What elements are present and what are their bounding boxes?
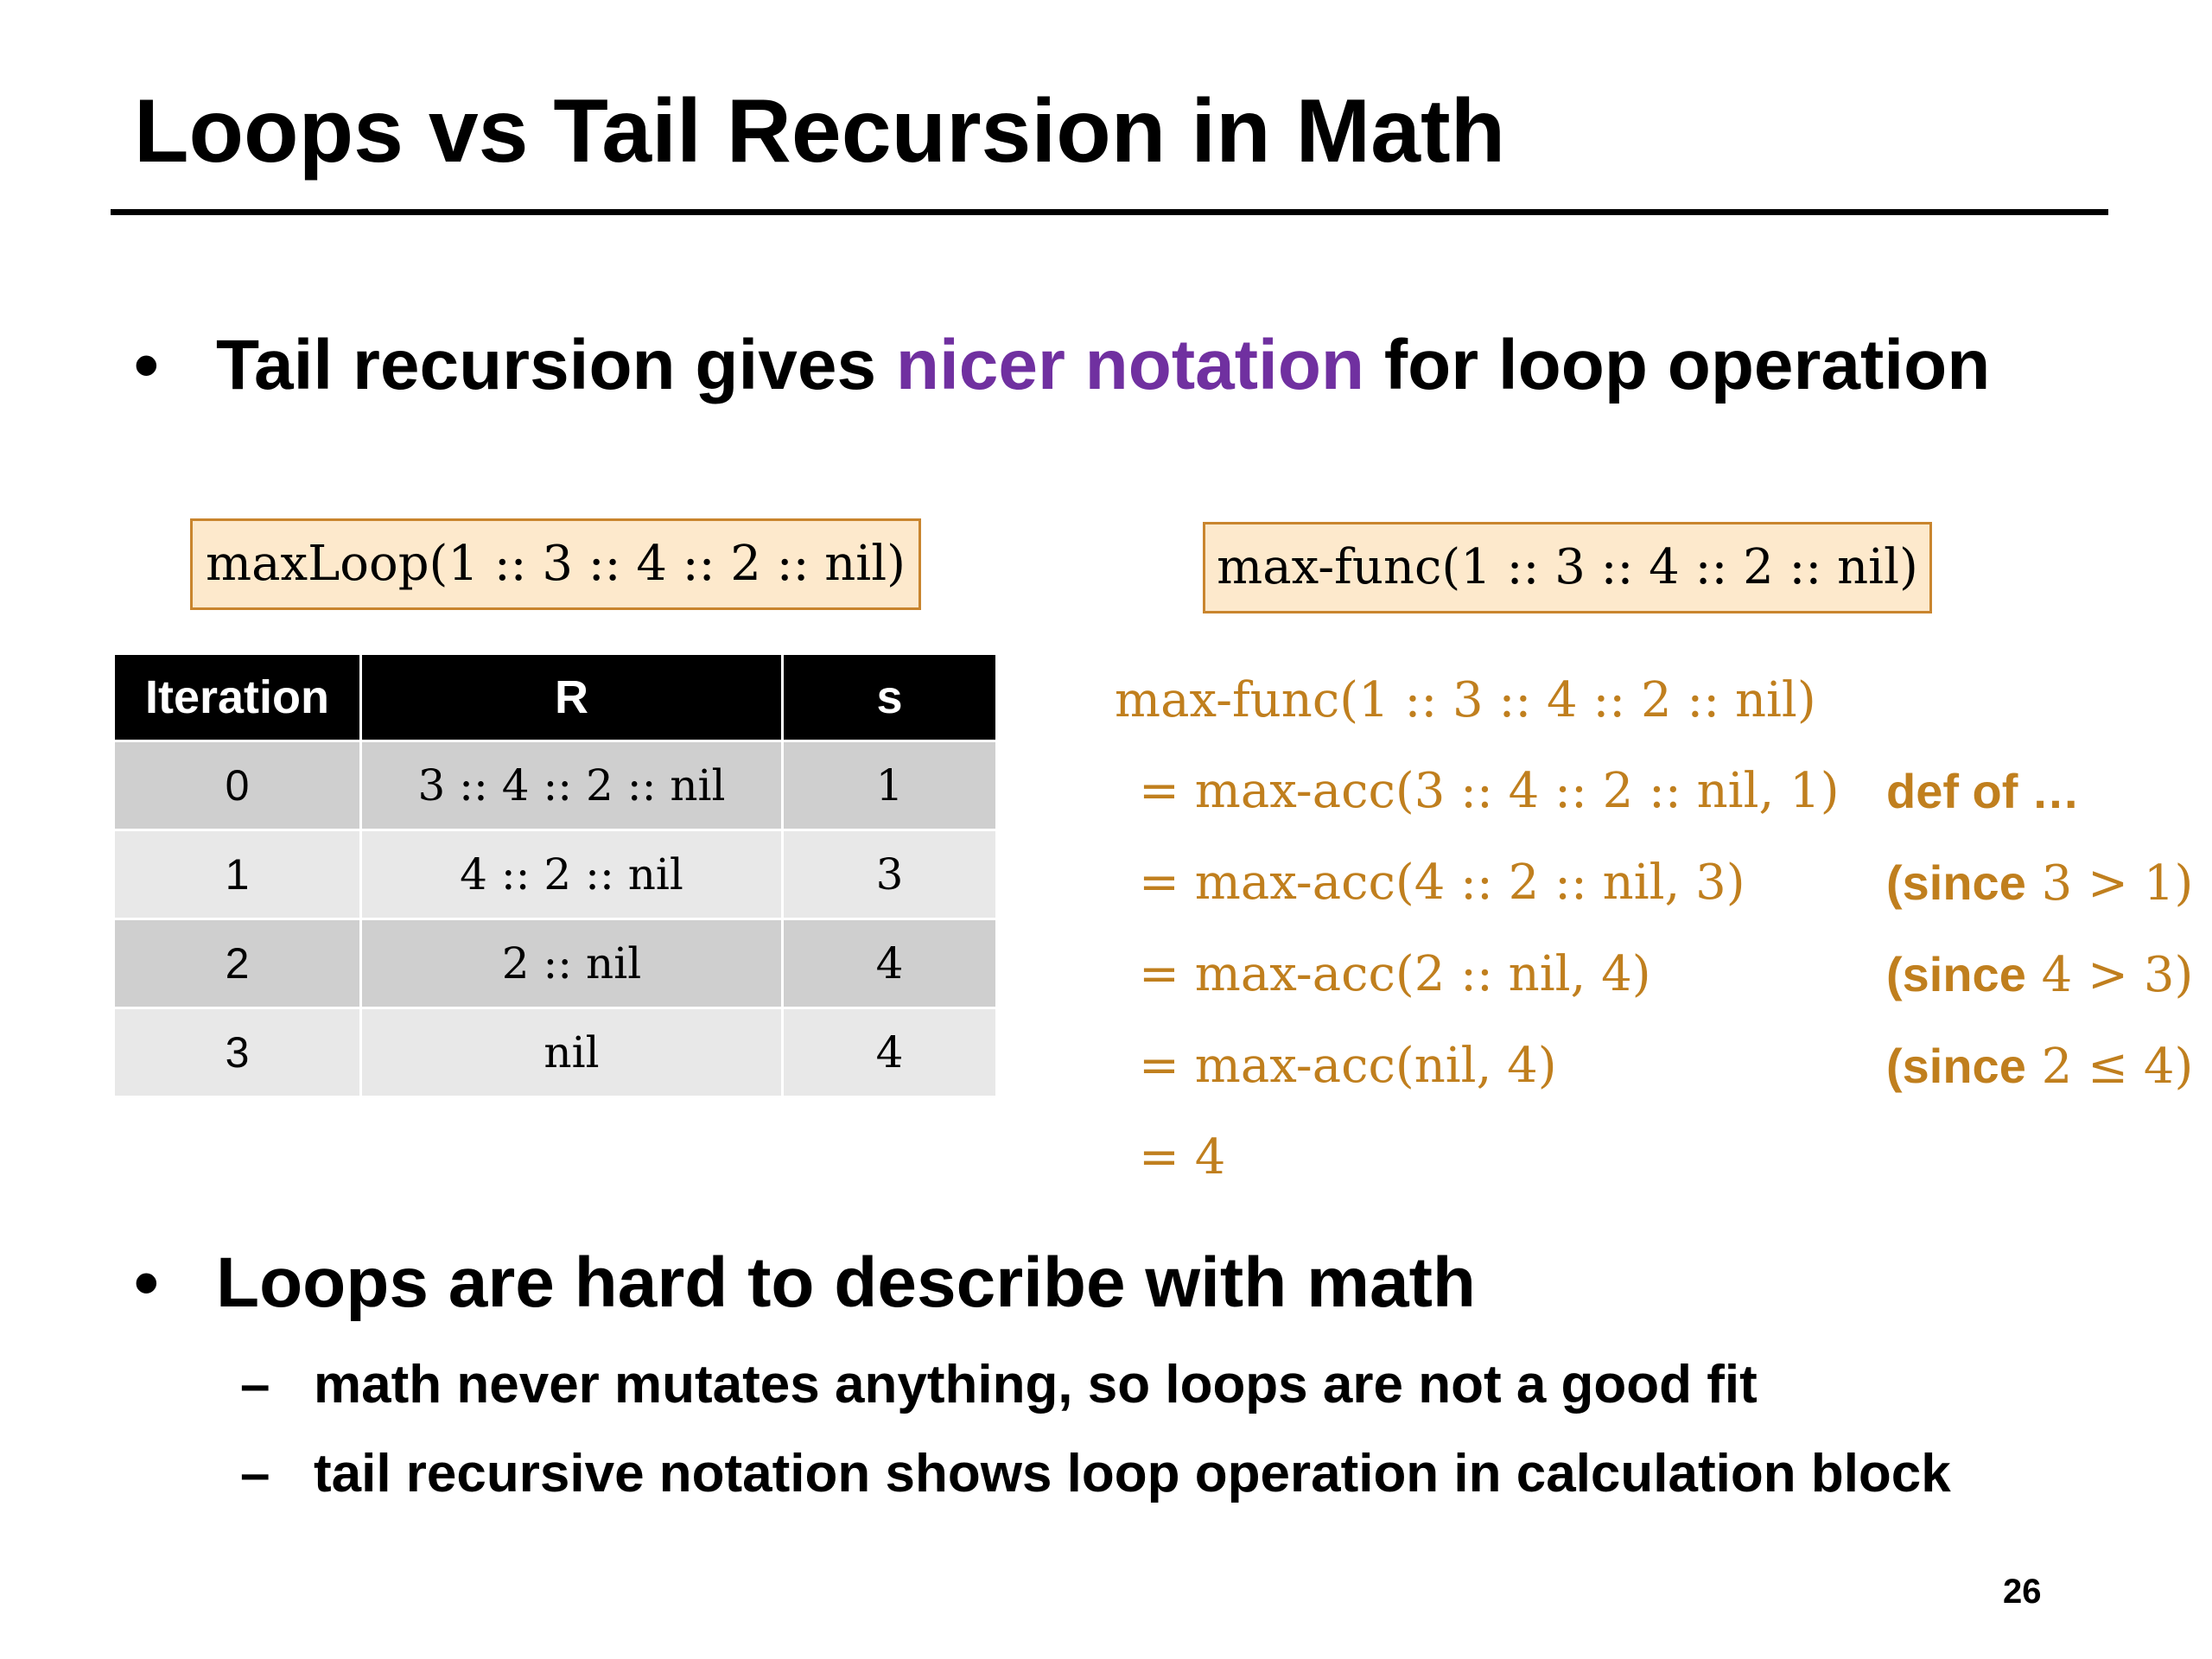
sub-bullet-marker: – xyxy=(240,1355,270,1414)
note-math: 3 > 1 xyxy=(2025,855,2175,912)
calc-note-2: (since 3 > 1) xyxy=(1886,859,2193,908)
calc-step-1: = max-acc(3 :: 4 :: 2 :: nil, 1) xyxy=(1139,763,1840,819)
bullet-text-before: Tail recursion gives xyxy=(216,326,896,404)
cell-s: 1 xyxy=(781,740,998,831)
sub-bullet-text: math never mutates anything, so loops ar… xyxy=(314,1355,1758,1414)
calc-step-3: = max-acc(2 :: nil, 4) xyxy=(1139,946,1651,1002)
note-math: 2 ≤ 4 xyxy=(2025,1039,2175,1095)
sub-bullet-text: tail recursive notation shows loop opera… xyxy=(314,1444,1951,1503)
cell-s: 4 xyxy=(781,918,998,1009)
bullet-text: Loops are hard to describe with math xyxy=(216,1243,1477,1322)
bullet-text: Tail recursion gives nicer notation for … xyxy=(216,330,1990,401)
note-keyword: (since xyxy=(1886,1039,2026,1093)
cell-iteration: 1 xyxy=(112,829,362,920)
sub-bullet-marker: – xyxy=(240,1444,270,1503)
calc-step-4: = max-acc(nil, 4) xyxy=(1139,1038,1557,1094)
table-row: 2 2 :: nil 4 xyxy=(112,918,998,1009)
cell-s: 4 xyxy=(781,1007,998,1098)
header-r: R xyxy=(359,652,784,742)
note-math: 4 > 3 xyxy=(2025,947,2175,1003)
iteration-table: Iteration R s 0 3 :: 4 :: 2 :: nil 1 1 4… xyxy=(112,652,998,1098)
header-iteration: Iteration xyxy=(112,652,362,742)
calc-note-3: (since 4 > 3) xyxy=(1886,950,2193,1000)
cell-s: 3 xyxy=(781,829,998,920)
note-keyword: (since xyxy=(1886,855,2026,910)
maxloop-call-box: maxLoop(1 :: 3 :: 4 :: 2 :: nil) xyxy=(190,518,921,610)
cell-r: nil xyxy=(359,1007,784,1098)
title-underline xyxy=(111,209,2108,215)
maxfunc-call-box: max-func(1 :: 3 :: 4 :: 2 :: nil) xyxy=(1203,522,1932,613)
note-end: ) xyxy=(2174,947,2194,1003)
calc-note-4: (since 2 ≤ 4) xyxy=(1886,1042,2193,1091)
slide-title: Loops vs Tail Recursion in Math xyxy=(134,81,1506,181)
cell-r: 2 :: nil xyxy=(359,918,784,1009)
bullet-text-after: for loop operation xyxy=(1364,326,1991,404)
cell-r: 3 :: 4 :: 2 :: nil xyxy=(359,740,784,831)
maxfunc-call-label: max-func(1 :: 3 :: 4 :: 2 :: nil) xyxy=(1217,539,1918,595)
cell-iteration: 3 xyxy=(112,1007,362,1098)
calc-step-5: = 4 xyxy=(1139,1129,1226,1185)
cell-iteration: 2 xyxy=(112,918,362,1009)
calc-note-1: def of … xyxy=(1886,767,2080,817)
bullet-marker: • xyxy=(134,1243,159,1322)
bullet-marker: • xyxy=(134,326,159,404)
table-row: 0 3 :: 4 :: 2 :: nil 1 xyxy=(112,740,998,831)
calc-step-2: = max-acc(4 :: 2 :: nil, 3) xyxy=(1139,855,1745,911)
note-keyword: (since xyxy=(1886,947,2026,1001)
maxloop-call-label: maxLoop(1 :: 3 :: 4 :: 2 :: nil) xyxy=(206,536,906,592)
page-number: 26 xyxy=(2003,1573,2042,1611)
note-end: ) xyxy=(2174,855,2194,912)
cell-r: 4 :: 2 :: nil xyxy=(359,829,784,920)
note-end: ) xyxy=(2174,1039,2194,1095)
cell-iteration: 0 xyxy=(112,740,362,831)
bullet-highlight: nicer notation xyxy=(895,326,1365,404)
table-header-row: Iteration R s xyxy=(112,652,998,742)
table-row: 3 nil 4 xyxy=(112,1007,998,1098)
note-keyword: def of … xyxy=(1886,764,2080,818)
table-row: 1 4 :: 2 :: nil 3 xyxy=(112,829,998,920)
header-s: s xyxy=(781,652,998,742)
calc-start: max-func(1 :: 3 :: 4 :: 2 :: nil) xyxy=(1115,672,1816,728)
